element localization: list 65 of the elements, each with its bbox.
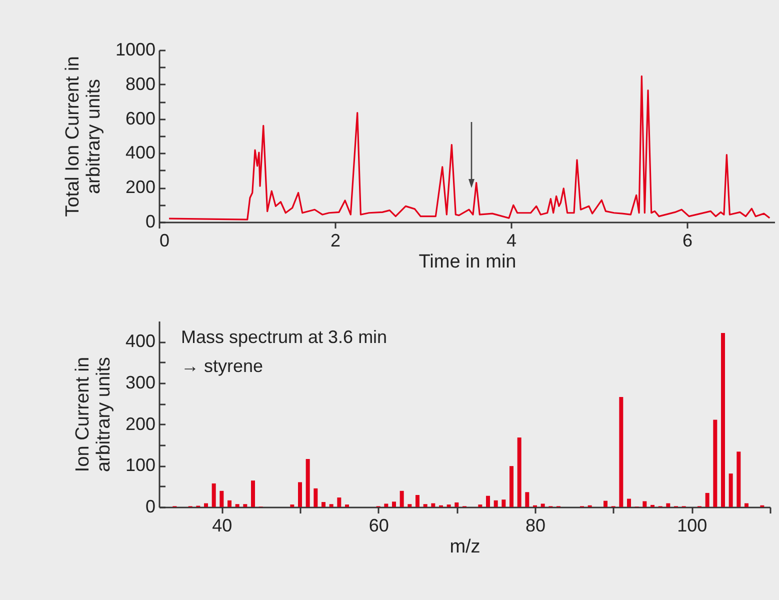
bar bbox=[400, 490, 404, 507]
bar bbox=[384, 504, 388, 507]
bar bbox=[728, 474, 733, 507]
y-tick-label: 1000 bbox=[115, 40, 156, 60]
bar bbox=[510, 466, 514, 507]
y-tick-label: 800 bbox=[125, 74, 156, 94]
bar bbox=[408, 504, 412, 507]
y-tick-label: 300 bbox=[125, 372, 156, 392]
y-tick-label: 0 bbox=[145, 496, 156, 516]
y-tick-label: 0 bbox=[145, 212, 156, 232]
y-tick-label: 200 bbox=[125, 177, 156, 198]
bar bbox=[235, 504, 240, 507]
bar bbox=[220, 490, 224, 507]
y-axis-title: Total Ion Current in arbitrary units bbox=[62, 56, 104, 217]
bar bbox=[329, 504, 334, 507]
bar bbox=[604, 500, 608, 507]
bar bbox=[337, 497, 342, 507]
x-tick-label: 2 bbox=[330, 230, 341, 250]
bar bbox=[486, 496, 490, 507]
bar bbox=[642, 501, 647, 507]
bar bbox=[705, 492, 710, 507]
x-tick-label: 0 bbox=[160, 230, 170, 250]
bar bbox=[494, 500, 498, 507]
x-axis-title: Time in min bbox=[418, 252, 516, 272]
bar bbox=[204, 503, 208, 507]
bar bbox=[744, 503, 748, 507]
x-tick-label: 40 bbox=[212, 516, 232, 536]
x-tick-label: 4 bbox=[506, 230, 517, 250]
x-tick-label: 100 bbox=[677, 516, 708, 536]
line-series bbox=[168, 75, 770, 220]
bar bbox=[322, 502, 326, 507]
y-tick-label: 400 bbox=[125, 142, 156, 163]
bar bbox=[666, 503, 670, 507]
bar bbox=[243, 504, 248, 507]
bar bbox=[212, 483, 216, 507]
x-tick-label: 6 bbox=[682, 230, 693, 250]
annotation: → styrene bbox=[181, 356, 264, 376]
y-tick-label: 200 bbox=[125, 414, 156, 434]
bar bbox=[251, 480, 255, 507]
bar bbox=[298, 482, 302, 507]
y-tick-label: 100 bbox=[125, 455, 156, 476]
bar bbox=[736, 452, 741, 507]
bar bbox=[423, 504, 428, 507]
bar bbox=[525, 492, 530, 507]
annotation: Mass spectrum at 3.6 min bbox=[181, 327, 388, 347]
bar bbox=[431, 503, 436, 507]
y-axis-title: Ion Current in arbitrary units bbox=[72, 356, 114, 472]
bar bbox=[713, 420, 718, 507]
bar bbox=[454, 502, 459, 507]
bar bbox=[540, 504, 545, 507]
x-tick-label: 80 bbox=[525, 516, 546, 536]
bar bbox=[416, 495, 420, 507]
bar bbox=[721, 332, 725, 507]
bar bbox=[306, 459, 310, 507]
bar bbox=[392, 502, 396, 507]
bar bbox=[228, 500, 232, 507]
bar bbox=[517, 438, 522, 507]
bar bbox=[627, 498, 631, 507]
bar bbox=[619, 397, 624, 507]
x-tick-label: 60 bbox=[368, 516, 389, 536]
y-tick-label: 400 bbox=[125, 331, 156, 352]
x-axis-title: m/z bbox=[450, 536, 480, 558]
bar bbox=[502, 500, 506, 507]
bar bbox=[314, 488, 318, 507]
y-tick-label: 600 bbox=[125, 108, 156, 128]
